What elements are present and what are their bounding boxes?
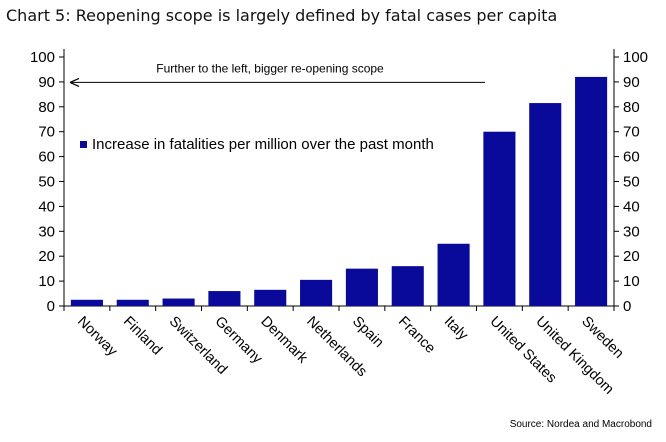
bar-finland [116,299,149,306]
legend-label: Increase in fatalities per million over … [92,136,434,153]
y-tick-label-right: 70 [623,124,640,141]
chart-title: Chart 5: Reopening scope is largely defi… [6,6,558,25]
y-tick-label-right: 0 [623,298,631,315]
source-note: Source: Nordea and Macrobond [509,419,652,430]
bar-united-kingdom [529,103,562,306]
y-tick-label-right: 10 [623,273,640,290]
y-tick-label-left: 40 [38,198,55,215]
bar-france [391,266,424,306]
x-tick-label: Italy [441,314,472,345]
y-tick-label-right: 60 [623,149,640,166]
y-tick-label-right: 100 [623,49,648,66]
bar-denmark [254,289,287,306]
legend-swatch [80,141,87,148]
y-tick-label-left: 20 [38,248,55,265]
x-tick-label: United Kingdom [532,314,616,398]
y-tick-label-right: 50 [623,174,640,191]
annotation-text: Further to the left, bigger re-opening s… [156,61,384,75]
annotation-arrowhead [69,77,80,87]
y-tick-label-left: 0 [47,298,55,315]
y-tick-label-right: 90 [623,74,640,91]
bar-norway [70,299,103,306]
bar-netherlands [300,279,333,306]
y-tick-label-left: 80 [38,99,55,116]
y-tick-label-left: 90 [38,74,55,91]
chart-annotation: Further to the left, bigger re-opening s… [69,61,485,87]
y-tick-label-left: 100 [30,49,55,66]
y-tick-label-left: 60 [38,149,55,166]
y-tick-label-left: 30 [38,223,55,240]
y-tick-label-right: 20 [623,248,640,265]
chart-axes: 0 0 10 10 20 20 30 30 40 40 50 50 60 60 70 70 80 80 90 90 10… [30,49,648,315]
y-tick-label-right: 40 [623,198,640,215]
y-tick-label-right: 30 [623,223,640,240]
bar-united-states [483,131,516,306]
x-tick-label: Denmark [257,314,310,367]
bar-spain [345,268,378,306]
y-tick-label-left: 50 [38,174,55,191]
y-tick-label-left: 70 [38,124,55,141]
y-tick-label-left: 10 [38,273,55,290]
bar-germany [208,291,241,306]
x-tick-label: Spain [349,314,387,352]
x-tick-label: Norway [74,314,121,361]
x-tick-label: France [395,314,438,357]
y-tick-label-right: 80 [623,99,640,116]
chart-bars [70,76,608,306]
bar-switzerland [162,298,195,306]
bar-italy [437,243,470,306]
bar-sweden [575,76,608,306]
chart-labels: Norway Finland SwitzerlandGermanyDenmarkNe… [74,314,627,398]
x-tick-label: Finland [120,314,165,359]
chart-legend: Increase in fatalities per million over … [80,136,434,153]
